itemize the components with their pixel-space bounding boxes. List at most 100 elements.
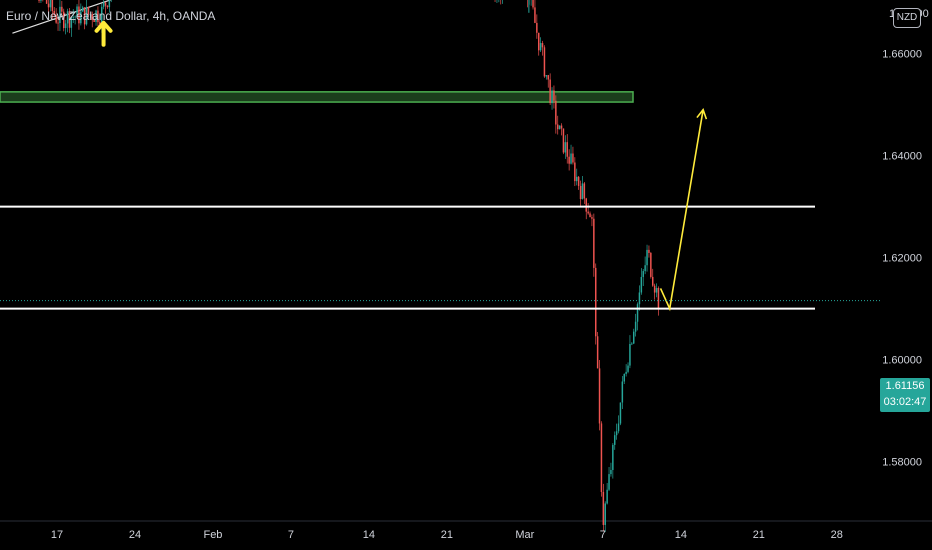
- x-axis-tick-label: 21: [441, 529, 453, 541]
- candle-body: [104, 2, 107, 6]
- candle-body: [562, 128, 565, 153]
- candle-body: [602, 491, 605, 525]
- candle-body: [617, 423, 620, 432]
- candle-body: [551, 90, 553, 104]
- candle-body: [93, 20, 95, 22]
- candle-body: [81, 7, 84, 12]
- candle-body: [108, 0, 111, 8]
- candle-body: [49, 0, 52, 8]
- candle-body: [572, 153, 574, 163]
- up-arrow-head: [94, 20, 113, 33]
- candle-body: [62, 11, 65, 29]
- candle-body: [648, 249, 650, 253]
- candle-body: [74, 16, 76, 18]
- x-axis-tick-label: 14: [363, 529, 375, 541]
- candle-body: [543, 47, 546, 77]
- candle-body: [536, 22, 538, 33]
- candle-body: [600, 423, 603, 492]
- candle-body: [608, 474, 610, 490]
- candle-body: [547, 75, 549, 80]
- candle-body: [638, 292, 641, 305]
- candle-body: [613, 435, 616, 445]
- x-axis-tick-label: 21: [753, 529, 765, 541]
- candle-body: [591, 217, 593, 219]
- candle-body: [623, 373, 625, 382]
- candle-body: [539, 43, 542, 51]
- candle-body: [70, 17, 73, 28]
- candle-body: [657, 287, 660, 309]
- candle-body: [610, 469, 612, 475]
- candle-body: [615, 431, 618, 436]
- candle-body: [579, 185, 582, 200]
- candle-body: [634, 321, 637, 332]
- candle-body: [587, 211, 589, 214]
- candle-body: [575, 176, 578, 182]
- candle-body: [655, 287, 658, 293]
- candle-body: [627, 365, 629, 372]
- candle-body: [581, 183, 584, 200]
- candle-body: [555, 100, 557, 125]
- candle-body: [553, 90, 555, 101]
- candle-body: [89, 14, 92, 16]
- candle-body: [589, 213, 591, 218]
- x-axis-tick-label: 7: [600, 529, 606, 541]
- candle-body: [560, 125, 563, 129]
- candle-body: [76, 6, 78, 17]
- candle-body: [59, 6, 61, 24]
- candle-body: [72, 17, 74, 18]
- candle-body: [38, 0, 40, 1]
- candle-body: [537, 32, 540, 51]
- candle-body: [640, 276, 643, 293]
- candle-body: [66, 11, 69, 24]
- x-axis-tick-label: Feb: [203, 529, 222, 541]
- candle-body: [106, 5, 109, 8]
- candle-body: [556, 124, 559, 130]
- candle-body: [100, 6, 103, 25]
- candle-body: [644, 265, 646, 272]
- candle-body: [85, 6, 88, 25]
- candle-body: [651, 276, 654, 286]
- candle-body: [593, 218, 595, 268]
- candle-body: [619, 402, 622, 424]
- candle-body: [632, 331, 635, 344]
- candle-body: [629, 343, 631, 366]
- candle-body: [45, 0, 48, 4]
- y-axis-tick-label: 1.64000: [882, 151, 922, 163]
- candle-body: [545, 75, 548, 77]
- candle-body: [594, 267, 597, 337]
- y-axis-tick-label: 1.66000: [882, 49, 922, 61]
- candle-body: [606, 489, 608, 504]
- candle-body: [534, 7, 536, 23]
- candle-body: [621, 381, 624, 403]
- candle-body: [47, 3, 50, 8]
- candle-body: [631, 343, 633, 345]
- candle-body: [625, 371, 627, 374]
- candle-body: [642, 271, 644, 277]
- support-resistance-zone: [0, 91, 634, 103]
- candle-body: [532, 0, 534, 8]
- currency-badge[interactable]: NZD: [893, 8, 921, 28]
- candle-body: [653, 285, 656, 293]
- candle-body: [585, 198, 587, 212]
- candle-body: [636, 304, 639, 322]
- candle-body: [61, 6, 63, 12]
- candle-body: [97, 10, 99, 23]
- candle-body: [566, 142, 568, 157]
- candle-body: [68, 11, 71, 28]
- y-axis-tick-label: 1.62000: [882, 253, 922, 265]
- candle-body: [83, 7, 86, 25]
- candle-body: [568, 156, 570, 164]
- projection-path: [659, 109, 704, 312]
- y-axis-tick-label: 1.58000: [882, 457, 922, 469]
- projection-arrowhead: [696, 108, 708, 120]
- candle-body: [51, 0, 54, 12]
- x-axis-tick-label: 14: [675, 529, 687, 541]
- candle-body: [95, 10, 97, 22]
- candle-body: [99, 22, 101, 25]
- x-axis-tick-label: Mar: [515, 529, 534, 541]
- candle-body: [583, 183, 586, 199]
- bar-countdown: 03:02:47: [883, 396, 927, 408]
- candle-body: [80, 11, 82, 24]
- candle-body: [102, 2, 105, 7]
